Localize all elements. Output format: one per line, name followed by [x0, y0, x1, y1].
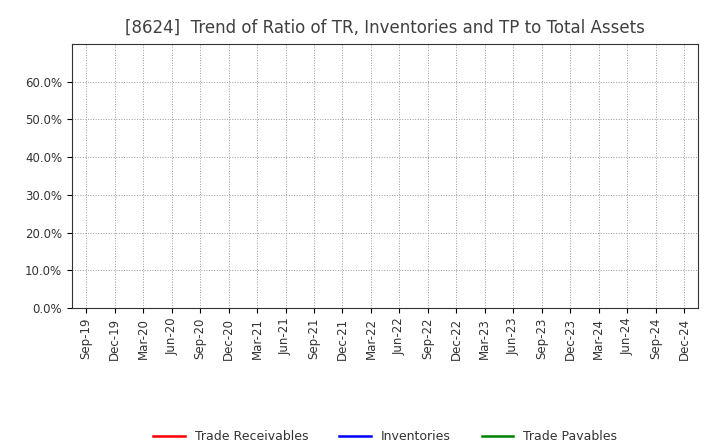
- Legend: Trade Receivables, Inventories, Trade Payables: Trade Receivables, Inventories, Trade Pa…: [148, 425, 622, 440]
- Title: [8624]  Trend of Ratio of TR, Inventories and TP to Total Assets: [8624] Trend of Ratio of TR, Inventories…: [125, 19, 645, 37]
